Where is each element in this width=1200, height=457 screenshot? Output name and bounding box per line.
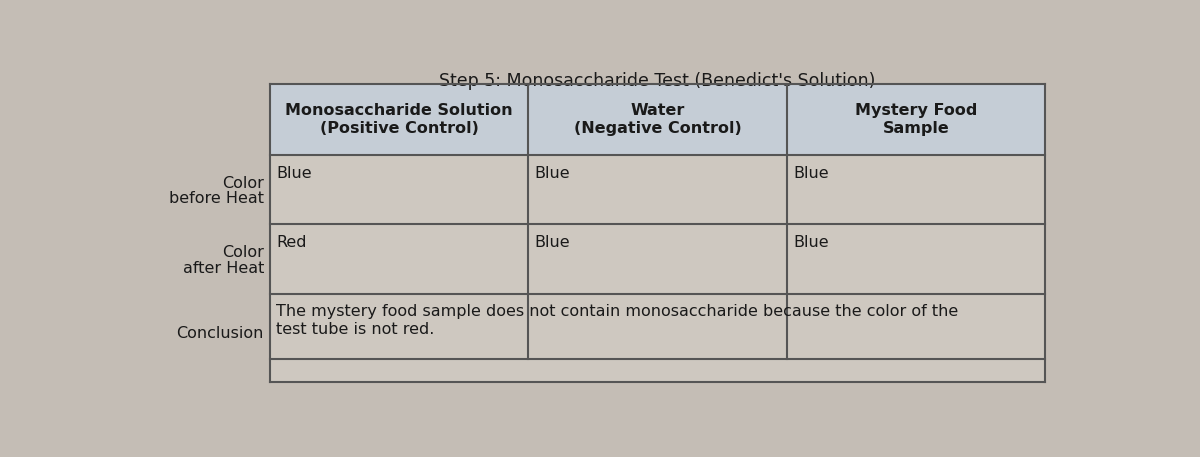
- Text: Monosaccharide Solution
(Positive Control): Monosaccharide Solution (Positive Contro…: [286, 103, 514, 136]
- Bar: [270, 224, 1045, 293]
- Text: Mystery Food
Sample: Mystery Food Sample: [854, 103, 977, 136]
- Text: Blue: Blue: [793, 166, 829, 181]
- Text: Blue: Blue: [535, 235, 570, 250]
- Bar: [270, 293, 1045, 359]
- Bar: [270, 155, 1045, 224]
- Text: Blue: Blue: [535, 166, 570, 181]
- Text: Blue: Blue: [276, 166, 312, 181]
- Text: Step 5: Monosaccharide Test (Benedict's Solution): Step 5: Monosaccharide Test (Benedict's …: [439, 72, 876, 90]
- Text: Color: Color: [222, 245, 264, 260]
- Text: Red: Red: [276, 235, 307, 250]
- Text: Blue: Blue: [793, 235, 829, 250]
- Text: Color: Color: [222, 176, 264, 191]
- Text: Conclusion: Conclusion: [176, 326, 264, 341]
- Text: The mystery food sample does not contain monosaccharide because the color of the: The mystery food sample does not contain…: [276, 304, 959, 337]
- Text: after Heat: after Heat: [182, 260, 264, 276]
- Bar: [270, 84, 1045, 155]
- Text: Water
(Negative Control): Water (Negative Control): [574, 103, 742, 136]
- Text: before Heat: before Heat: [169, 191, 264, 206]
- Bar: [270, 359, 1045, 382]
